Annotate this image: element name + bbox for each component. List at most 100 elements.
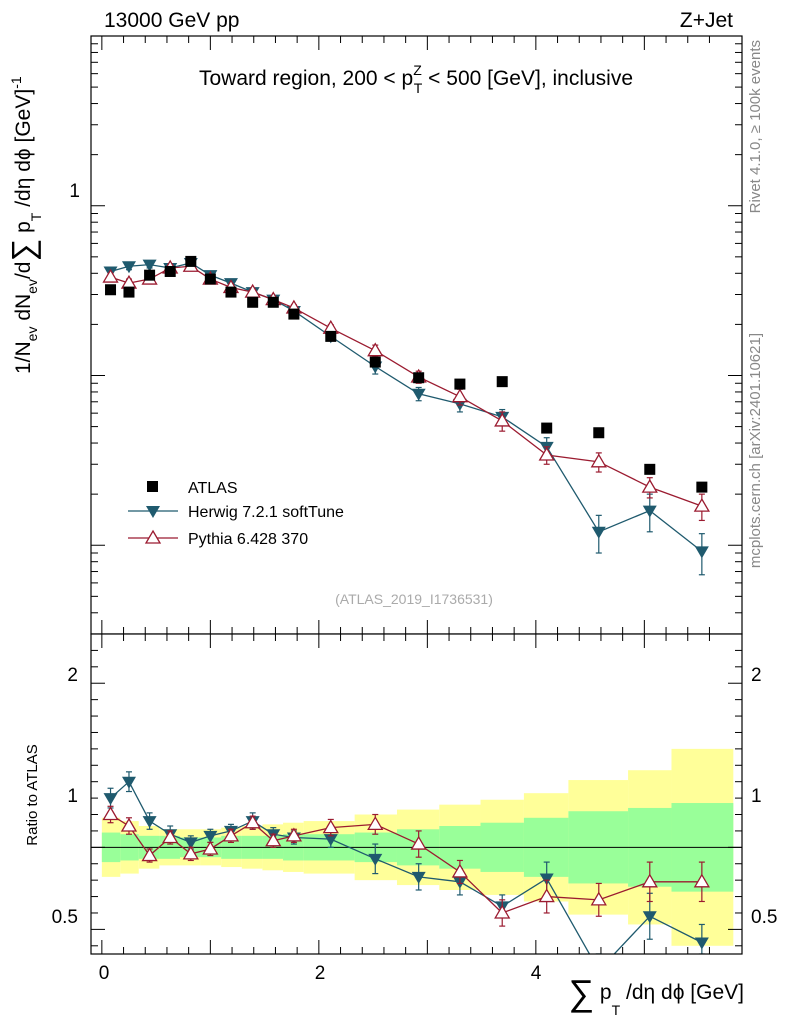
- ratio-herwig-marker: [694, 937, 709, 950]
- ratio-panel-frame: [90, 633, 743, 955]
- ratio-pythia-marker: [120, 817, 138, 832]
- legend-pythia-label: Pythia 6.428 370: [188, 531, 308, 548]
- process-label: Z+Jet: [680, 9, 733, 32]
- ylabel-a-sub: ev: [24, 327, 40, 342]
- main-pythia-marker: [538, 446, 555, 461]
- main-pythia-marker: [641, 478, 658, 493]
- ratio-pythia-marker: [451, 863, 469, 878]
- main-herwig-marker: [591, 526, 606, 539]
- ratio-herwig-marker: [411, 871, 426, 884]
- main-herwig-marker: [121, 261, 136, 274]
- legend: ATLAS Herwig 7.2.1 softTune Pythia 6.428…: [128, 480, 344, 548]
- ratio-pythia-marker: [141, 847, 158, 862]
- main-atlas-marker: [247, 296, 259, 308]
- main-atlas-marker: [144, 269, 156, 281]
- xtick-label-4: 4: [531, 963, 542, 984]
- ratio-pythia-marker: [410, 835, 427, 850]
- main-pythia-marker: [494, 412, 511, 427]
- main-atlas-marker: [105, 284, 117, 296]
- ratio-pythia-marker: [494, 904, 511, 919]
- ratio-data-layer: [102, 771, 710, 954]
- ratio-ytick-label-2: 2: [67, 665, 78, 686]
- legend-atlas-label: ATLAS: [188, 480, 238, 497]
- main-panel-background: [91, 36, 742, 634]
- main-ytick-label-1: 1: [69, 181, 80, 202]
- main-atlas-marker: [123, 286, 135, 298]
- ylabel-d-sub: T: [28, 212, 44, 221]
- mcplots-label: mcplots.cern.ch [arXiv:2401.10621]: [747, 333, 764, 568]
- main-atlas-marker: [644, 463, 656, 475]
- legend-herwig-marker: [146, 506, 160, 518]
- main-herwig-marker: [142, 259, 157, 272]
- main-atlas-marker: [369, 356, 381, 368]
- main-title-pre: Toward region, 200 < p: [199, 67, 413, 90]
- analysis-watermark: (ATLAS_2019_I1736531): [335, 591, 493, 607]
- ratio-ytick-label-0p5-right: 0.5: [751, 907, 777, 928]
- main-pythia-marker: [102, 268, 119, 283]
- ylabel-e: /dη dϕ [GeV]: [12, 89, 35, 213]
- main-atlas-marker: [204, 273, 216, 285]
- legend-atlas-marker: [147, 481, 158, 492]
- main-title-sub: T: [414, 80, 423, 96]
- main-herwig-marker: [411, 388, 426, 401]
- main-atlas-marker: [593, 427, 605, 439]
- main-atlas-marker: [454, 378, 466, 390]
- ratio-ytick-label-2-right: 2: [751, 665, 762, 686]
- ratio-pythia-marker: [641, 873, 658, 888]
- xlabel-p-sub: T: [612, 1002, 621, 1018]
- ratio-pythia-marker: [285, 827, 303, 842]
- main-atlas-marker: [288, 308, 300, 320]
- ratio-herwig-marker: [203, 830, 218, 843]
- main-data-layer: [102, 255, 710, 576]
- xtick-label-2: 2: [315, 963, 326, 984]
- ratio-ytick-label-0p5: 0.5: [52, 907, 78, 928]
- main-pythia-marker: [590, 453, 607, 468]
- main-atlas-marker: [267, 296, 279, 308]
- ratio-herwig-marker: [103, 793, 118, 806]
- main-atlas-marker: [696, 481, 708, 493]
- xlabel-p: p: [594, 981, 612, 1004]
- ratio-ticks: [91, 634, 742, 954]
- ylabel-a: 1/N: [12, 341, 35, 374]
- ratio-pythia-marker: [182, 845, 199, 860]
- ratio-panel: 2 1 0.5 2 1 0.5 Ratio to ATLAS 0 2 4 ∑ p…: [24, 633, 777, 1018]
- xlabel: ∑ pT /dη dϕ [GeV]: [568, 972, 744, 1018]
- main-title-post: < 500 [GeV], inclusive: [422, 67, 633, 90]
- main-pythia-marker: [367, 342, 384, 357]
- ratio-pythia-marker: [222, 827, 240, 842]
- ratio-pythia-marker: [102, 806, 119, 821]
- ratio-ylabel: Ratio to ATLAS: [24, 744, 41, 845]
- ratio-herwig-marker: [121, 776, 136, 789]
- main-title: Toward region, 200 < pZ T < 500 [GeV], in…: [199, 62, 633, 96]
- rivet-label: Rivet 4.1.0, ≥ 100k events: [747, 40, 764, 213]
- main-herwig-marker: [642, 505, 657, 518]
- main-panel: Toward region, 200 < pZ T < 500 [GeV], in…: [5, 35, 743, 635]
- ratio-pythia-marker: [162, 829, 179, 844]
- main-atlas-marker: [225, 286, 237, 298]
- ratio-herwig-marker: [142, 816, 157, 829]
- main-atlas-marker: [325, 330, 337, 342]
- ratio-pythia-marker: [322, 819, 339, 834]
- ylabel-b-sub: ev: [24, 279, 40, 294]
- ratio-pythia-marker: [538, 888, 555, 903]
- ratio-pythia-marker: [202, 840, 219, 855]
- ratio-herwig-marker: [539, 873, 554, 886]
- ratio-pythia-marker: [244, 814, 261, 829]
- xtick-label-0: 0: [99, 963, 110, 984]
- ylabel-e-sup: -1: [8, 76, 24, 89]
- ratio-herwig-marker: [183, 837, 198, 850]
- ratio-herwig-marker: [642, 911, 657, 924]
- legend-pythia-marker: [144, 529, 162, 544]
- ratio-ytick-label-1: 1: [67, 786, 78, 807]
- ratio-pythia-marker: [693, 873, 710, 888]
- ylabel-sum: ∑: [5, 239, 41, 262]
- ylabel-c: /d: [12, 262, 35, 280]
- ylabel-d: p: [12, 221, 35, 239]
- ratio-pythia-marker: [590, 891, 607, 906]
- main-atlas-marker: [541, 422, 553, 434]
- ratio-ytick-label-1-right: 1: [751, 786, 762, 807]
- legend-herwig-label: Herwig 7.2.1 softTune: [188, 504, 344, 521]
- main-ylabel: 1/Nev dNev/d∑ pT /dη dϕ [GeV]-1: [5, 76, 44, 374]
- ratio-herwig-marker: [368, 853, 383, 866]
